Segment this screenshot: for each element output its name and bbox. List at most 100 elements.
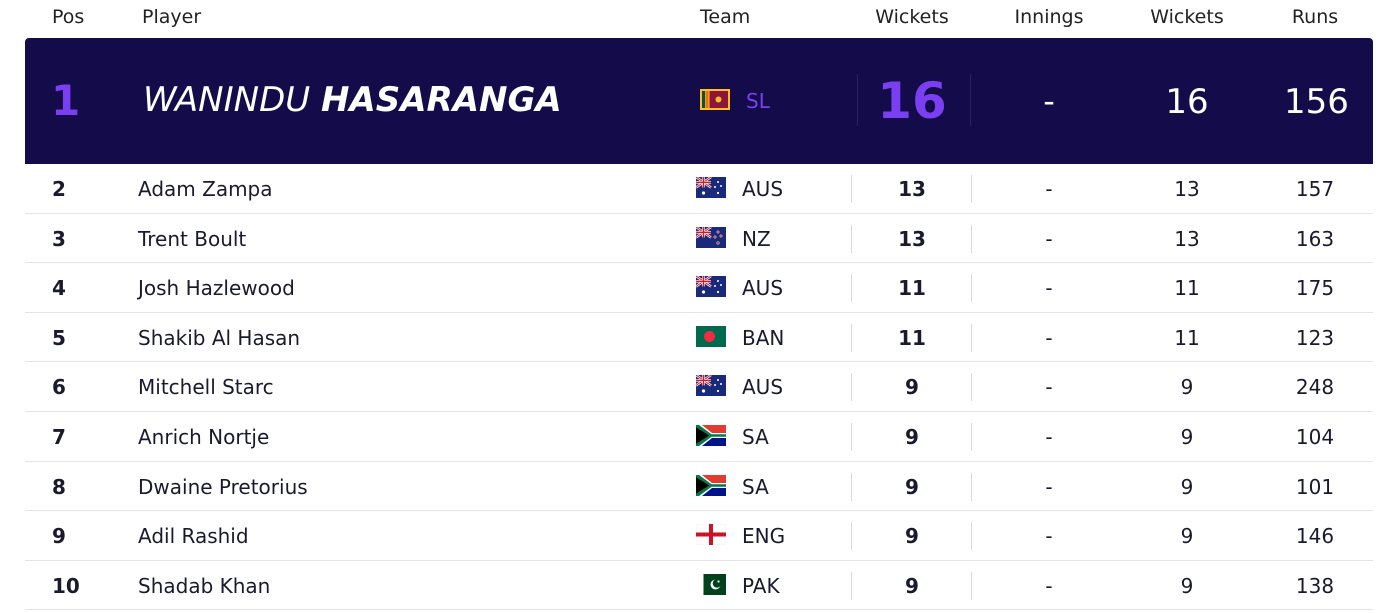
australia-flag-icon — [696, 276, 726, 298]
south-africa-flag-icon — [696, 474, 726, 496]
divider — [851, 175, 852, 203]
player-name[interactable]: Shadab Khan — [138, 573, 271, 598]
row-runs: 104 — [1295, 424, 1335, 449]
player-name[interactable]: Mitchell Starc — [138, 375, 274, 400]
divider — [971, 522, 972, 551]
table-row[interactable]: 8 Dwaine Pretorius SA 9 - 9 101 — [25, 462, 1373, 512]
header-wickets: Wickets — [875, 6, 949, 28]
player-name[interactable]: Adil Rashid — [138, 524, 249, 549]
row-wickets-2: 9 — [1180, 524, 1194, 549]
row-wickets-2: 11 — [1174, 276, 1200, 301]
table-row[interactable]: 2 Adam Zampa AUS 13 - 13 157 — [25, 164, 1373, 214]
row-wickets: 13 — [898, 177, 926, 201]
row-pos: 3 — [52, 226, 66, 251]
row-innings: - — [1045, 375, 1053, 400]
new-zealand-flag-icon — [696, 226, 726, 248]
leader-first-name: WANINDU — [143, 80, 311, 120]
divider — [970, 74, 971, 126]
header-innings: Innings — [1014, 6, 1084, 28]
table-header: Pos Player Team Wickets Innings Wickets … — [0, 0, 1383, 38]
row-runs: 163 — [1295, 226, 1335, 251]
header-wickets-2: Wickets — [1150, 6, 1224, 28]
player-name[interactable]: Josh Hazlewood — [138, 276, 295, 301]
table-row[interactable]: 9 Adil Rashid ENG 9 - 9 146 — [25, 511, 1373, 561]
team-code: AUS — [742, 375, 784, 400]
player-name[interactable]: Anrich Nortje — [138, 424, 270, 449]
row-wickets: 9 — [905, 424, 919, 449]
divider — [971, 323, 972, 352]
row-pos: 7 — [52, 424, 66, 449]
player-name[interactable]: Dwaine Pretorius — [138, 474, 308, 499]
england-flag-icon — [696, 524, 726, 546]
divider — [851, 571, 852, 600]
table-row[interactable]: 4 Josh Hazlewood AUS 11 - 11 175 — [25, 263, 1373, 313]
row-wickets: 11 — [898, 276, 926, 301]
team-code: SA — [742, 424, 769, 449]
table-row[interactable]: 10 Shadab Khan PAK 9 - 9 138 — [25, 561, 1373, 611]
row-innings: - — [1045, 424, 1053, 449]
divider — [971, 472, 972, 501]
row-wickets: 9 — [905, 524, 919, 549]
row-pos: 5 — [52, 325, 66, 350]
row-wickets: 9 — [905, 375, 919, 400]
divider — [851, 472, 852, 501]
leader-wickets-2: 16 — [1165, 82, 1209, 122]
australia-flag-icon — [696, 375, 726, 397]
player-name[interactable]: Trent Boult — [138, 226, 247, 251]
divider — [971, 224, 972, 253]
row-runs: 101 — [1295, 474, 1335, 499]
pakistan-flag-icon — [696, 573, 726, 595]
leader-row[interactable]: 1 WANINDU HASARANGA SL 16 - 16 156 — [25, 38, 1373, 164]
sri-lanka-flag-icon — [700, 89, 730, 110]
row-pos: 4 — [52, 276, 66, 301]
team-code: AUS — [742, 276, 784, 301]
row-innings: - — [1045, 177, 1053, 201]
row-wickets-2: 9 — [1180, 474, 1194, 499]
leader-wickets: 16 — [877, 72, 947, 130]
row-runs: 175 — [1295, 276, 1335, 301]
leader-team: SL — [746, 89, 770, 113]
table-row[interactable]: 7 Anrich Nortje SA 9 - 9 104 — [25, 412, 1373, 462]
south-africa-flag-icon — [696, 424, 726, 446]
row-pos: 2 — [52, 177, 66, 201]
divider — [971, 373, 972, 402]
divider — [857, 74, 858, 126]
row-runs: 248 — [1295, 375, 1335, 400]
row-wickets-2: 11 — [1174, 325, 1200, 350]
row-wickets: 11 — [898, 325, 926, 350]
divider — [851, 422, 852, 451]
leader-innings: - — [1043, 82, 1055, 120]
row-innings: - — [1045, 573, 1053, 598]
row-wickets: 9 — [905, 474, 919, 499]
header-runs: Runs — [1291, 6, 1339, 28]
row-wickets-2: 9 — [1180, 573, 1194, 598]
header-player: Player — [142, 6, 202, 28]
divider — [971, 175, 972, 203]
row-wickets-2: 13 — [1174, 177, 1200, 201]
row-innings: - — [1045, 474, 1053, 499]
divider — [851, 522, 852, 551]
row-runs: 146 — [1295, 524, 1335, 549]
row-runs: 157 — [1295, 177, 1335, 201]
leader-name[interactable]: WANINDU HASARANGA — [143, 80, 562, 120]
row-pos: 10 — [52, 573, 80, 598]
player-name[interactable]: Adam Zampa — [138, 177, 273, 201]
leader-last-name: HASARANGA — [320, 80, 562, 120]
leader-runs: 156 — [1284, 82, 1349, 122]
player-name[interactable]: Shakib Al Hasan — [138, 325, 301, 350]
row-innings: - — [1045, 325, 1053, 350]
australia-flag-icon — [696, 177, 726, 198]
table-row[interactable]: 6 Mitchell Starc AUS 9 - 9 248 — [25, 362, 1373, 412]
row-wickets-2: 9 — [1180, 424, 1194, 449]
divider — [851, 323, 852, 352]
row-innings: - — [1045, 276, 1053, 301]
team-code: NZ — [742, 226, 771, 251]
table-row[interactable]: 3 Trent Boult NZ 13 - 13 163 — [25, 214, 1373, 264]
row-innings: - — [1045, 524, 1053, 549]
row-runs: 138 — [1295, 573, 1335, 598]
table-row[interactable]: 5 Shakib Al Hasan BAN 11 - 11 123 — [25, 313, 1373, 363]
row-wickets: 13 — [898, 226, 926, 251]
row-innings: - — [1045, 226, 1053, 251]
divider — [971, 274, 972, 303]
team-code: AUS — [742, 177, 784, 201]
